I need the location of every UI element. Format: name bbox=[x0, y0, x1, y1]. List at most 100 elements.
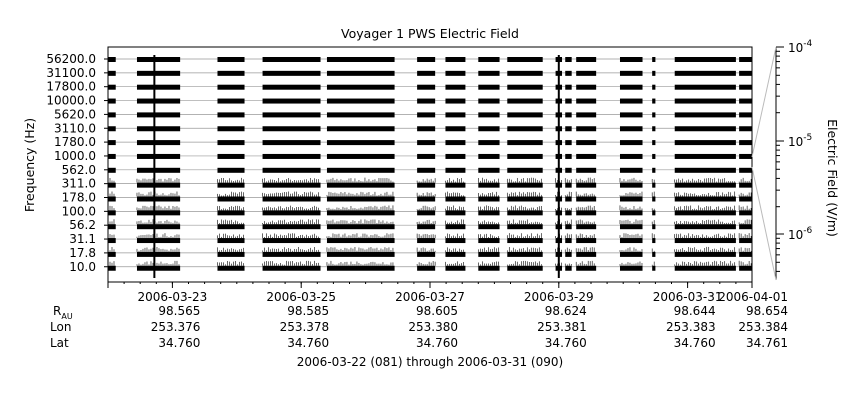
data-band bbox=[619, 140, 643, 146]
data-band bbox=[108, 238, 116, 244]
data-band bbox=[739, 224, 752, 230]
data-band bbox=[739, 70, 752, 76]
data-band bbox=[739, 251, 752, 257]
ephemeris-row-label: RAU bbox=[53, 304, 73, 321]
data-band bbox=[217, 196, 245, 202]
data-band bbox=[674, 224, 736, 230]
y-axis-label: Frequency (Hz) bbox=[22, 118, 37, 212]
data-band bbox=[217, 238, 245, 244]
data-band bbox=[674, 140, 736, 146]
data-band bbox=[136, 182, 181, 188]
data-band bbox=[108, 182, 116, 188]
y-tick-label: 31.1 bbox=[69, 232, 96, 246]
data-band bbox=[507, 167, 543, 173]
data-band bbox=[217, 224, 245, 230]
data-band bbox=[576, 112, 597, 118]
data-band bbox=[576, 70, 597, 76]
data-band bbox=[576, 196, 597, 202]
data-band bbox=[619, 238, 643, 244]
data-band bbox=[576, 182, 597, 188]
data-band bbox=[674, 167, 736, 173]
data-band bbox=[652, 210, 656, 216]
data-band bbox=[217, 84, 245, 90]
data-band bbox=[739, 182, 752, 188]
data-band bbox=[739, 112, 752, 118]
data-band bbox=[652, 140, 656, 146]
data-band bbox=[108, 167, 116, 173]
plot-frame bbox=[107, 46, 753, 283]
colorbar-connector bbox=[751, 46, 777, 158]
data-band bbox=[217, 70, 245, 76]
data-band bbox=[674, 196, 736, 202]
data-band bbox=[262, 224, 321, 230]
data-band bbox=[262, 153, 321, 159]
data-band bbox=[445, 140, 466, 146]
y-tick-label: 3110.0 bbox=[54, 121, 96, 135]
data-band bbox=[652, 196, 656, 202]
data-band bbox=[217, 251, 245, 257]
ephemeris-value: 34.760 bbox=[545, 336, 587, 350]
data-band bbox=[739, 196, 752, 202]
data-band bbox=[326, 238, 395, 244]
data-band bbox=[507, 265, 543, 271]
data-band bbox=[445, 251, 466, 257]
ephemeris-value: 34.760 bbox=[674, 336, 716, 350]
x-tick-label: 2006-03-31 bbox=[653, 290, 723, 304]
data-band bbox=[108, 265, 116, 271]
data-band bbox=[565, 153, 572, 159]
data-band bbox=[739, 57, 752, 62]
data-band bbox=[565, 57, 572, 62]
data-band bbox=[739, 153, 752, 159]
data-band bbox=[262, 84, 321, 90]
data-band bbox=[136, 238, 181, 244]
data-band bbox=[136, 57, 181, 62]
data-band bbox=[507, 70, 543, 76]
ephemeris-value: 34.760 bbox=[158, 336, 200, 350]
data-band bbox=[217, 112, 245, 118]
data-band bbox=[674, 210, 736, 216]
data-band bbox=[445, 70, 466, 76]
ephemeris-value: 98.585 bbox=[287, 304, 329, 318]
data-band bbox=[652, 224, 656, 230]
data-band bbox=[136, 210, 181, 216]
data-band bbox=[576, 167, 597, 173]
data-band bbox=[507, 153, 543, 159]
data-band bbox=[565, 167, 572, 173]
data-band bbox=[108, 57, 116, 62]
data-band bbox=[217, 182, 245, 188]
data-band bbox=[445, 84, 466, 90]
colorbar-tick-label: 10-6 bbox=[788, 226, 813, 242]
x-tick-label: 2006-04-01 bbox=[718, 290, 788, 304]
data-band bbox=[576, 153, 597, 159]
data-band bbox=[507, 210, 543, 216]
data-band bbox=[652, 84, 656, 90]
data-band bbox=[326, 196, 395, 202]
data-band bbox=[136, 265, 181, 271]
data-band bbox=[507, 126, 543, 132]
data-band bbox=[108, 140, 116, 146]
data-band bbox=[674, 98, 736, 104]
data-band bbox=[417, 153, 436, 159]
data-band bbox=[108, 251, 116, 257]
data-band bbox=[619, 70, 643, 76]
data-band bbox=[108, 98, 116, 104]
data-band bbox=[739, 126, 752, 132]
data-band bbox=[445, 57, 466, 62]
data-band bbox=[417, 167, 436, 173]
data-band bbox=[507, 84, 543, 90]
data-band bbox=[565, 84, 572, 90]
data-band bbox=[262, 140, 321, 146]
data-band bbox=[417, 84, 436, 90]
data-band bbox=[619, 167, 643, 173]
data-band bbox=[619, 196, 643, 202]
data-band bbox=[674, 265, 736, 271]
y-tick-label: 17800.0 bbox=[46, 80, 96, 94]
data-band bbox=[652, 57, 656, 62]
data-band bbox=[652, 182, 656, 188]
data-band bbox=[417, 196, 436, 202]
data-band bbox=[217, 126, 245, 132]
data-band bbox=[108, 70, 116, 76]
data-band bbox=[217, 57, 245, 62]
data-band bbox=[576, 265, 597, 271]
